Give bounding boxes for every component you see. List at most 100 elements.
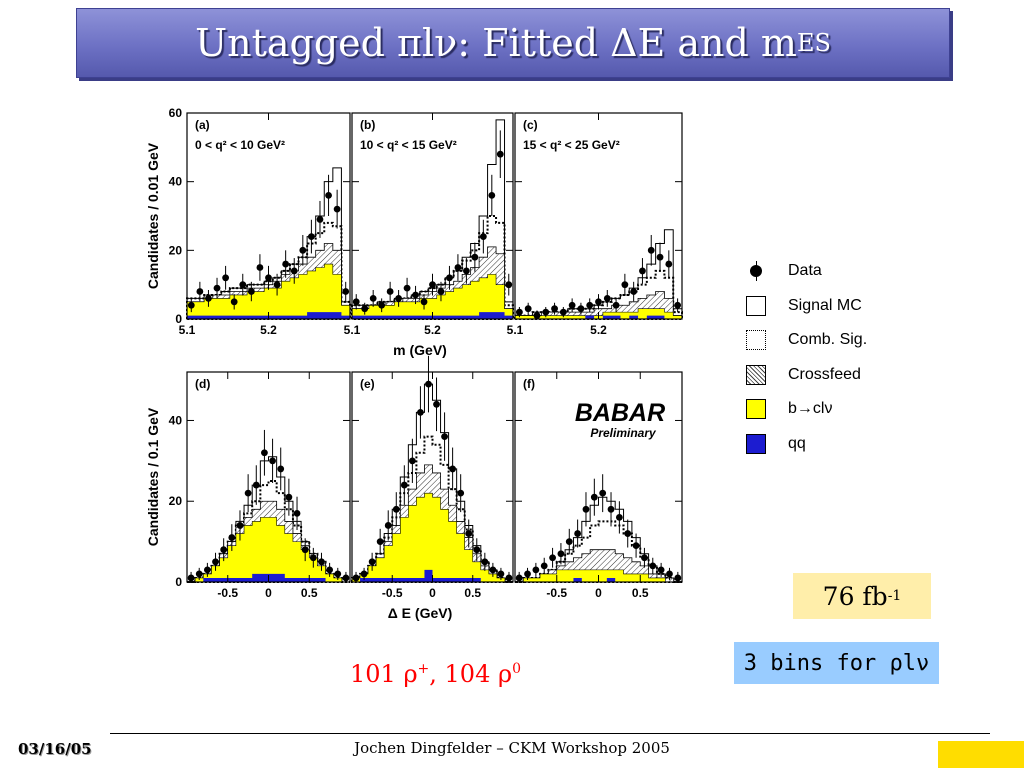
bottom-row-p2-data-point xyxy=(532,566,540,574)
bottom-row-p0-data-point xyxy=(244,489,252,497)
top-row-p2-data-point xyxy=(586,301,594,309)
top-row-p2-data-point xyxy=(621,281,629,289)
bottom-row-p1-data-point xyxy=(384,522,392,529)
bottom-row-p2-data-point xyxy=(540,562,548,570)
bottom-row-p2-data-point xyxy=(649,562,657,570)
top-row-p0-data-point xyxy=(222,274,230,282)
top-row-p1-data-point xyxy=(496,150,504,158)
bottom-row-p2-data-point xyxy=(549,554,556,562)
bottom-row-p0-data-point xyxy=(252,481,260,489)
bottom-row-p0-data-point xyxy=(318,558,325,566)
slide-title-main: Untagged πlν: Fitted ΔE and m xyxy=(195,21,797,65)
bottom-row-p2-xtick-label: 0 xyxy=(595,586,602,600)
bottom-row-p1-data-point xyxy=(360,570,368,578)
top-row-p1-xtick-label: 5.1 xyxy=(344,323,361,337)
legend-label-data: Data xyxy=(788,262,822,280)
footer-square xyxy=(938,741,1024,768)
bottom-row-p1-comb-hist xyxy=(351,435,513,583)
top-row-p2-data-point xyxy=(674,301,682,309)
bottom-row-p0-bcl-hist xyxy=(187,517,350,583)
bottom-row-p0-data-point xyxy=(228,534,236,541)
top-row-p2-data-point xyxy=(542,308,550,316)
bins-note-text: 3 bins for ρlν xyxy=(743,650,930,676)
bottom-row-p1-data-point xyxy=(376,538,384,546)
slide-title: Untagged πlν: Fitted ΔE and m ES xyxy=(76,8,950,78)
top-row-p0-ytick-label: 0 xyxy=(175,312,182,326)
top-row-p1-range-label: 10 < q² < 15 GeV² xyxy=(360,138,457,152)
top-row-p2-range-label: 15 < q² < 25 GeV² xyxy=(523,138,620,152)
top-row-p1-data-point xyxy=(505,281,513,289)
top-row-p1-data-point xyxy=(471,253,479,261)
top-row-p1-data-point xyxy=(369,295,377,302)
crossfeed-swatch-icon xyxy=(746,364,766,385)
legend: Data Signal MC Comb. Sig. Crossfeed b→cl… xyxy=(746,254,946,461)
bottom-row-ylabel: Candidates / 0.1 GeV xyxy=(145,407,161,546)
bottom-row-p2-data-point xyxy=(666,570,673,578)
top-row-p2-data-point xyxy=(568,301,576,309)
top-row-p2-label: (c) xyxy=(523,118,538,132)
bottom-row-p0-data-point xyxy=(301,546,309,554)
top-row-p2-xtick-label: 5.2 xyxy=(590,323,607,337)
bottom-row-p0-data-point xyxy=(203,566,211,574)
top-row-p1-data-point xyxy=(429,281,436,289)
top-row-p0-ytick-label: 20 xyxy=(169,243,183,257)
top-row-p1-data-point xyxy=(412,291,419,299)
bottom-row-p1-data-point xyxy=(417,408,424,416)
bins-note: 3 bins for ρlν xyxy=(734,642,939,684)
top-row-p0-data-point xyxy=(205,295,212,302)
counts-rho-plus: 101 ρ xyxy=(350,660,418,688)
top-row-p2-data-point xyxy=(577,305,585,313)
bottom-row-p1-data-point xyxy=(433,400,440,408)
data-marker-icon xyxy=(746,261,766,282)
top-row-ylabel: Candidates / 0.01 GeV xyxy=(145,142,161,289)
top-row-p0-qq-hist xyxy=(187,312,350,319)
top-row-p0-data-point xyxy=(247,288,255,295)
top-row-p1-data-point xyxy=(386,288,394,295)
bcl-swatch-icon xyxy=(746,399,766,420)
footer-date: 03/16/05 xyxy=(18,740,92,758)
top-row-p0-xtick-label: 5.2 xyxy=(260,323,277,337)
bottom-row-p0-data-point xyxy=(285,493,293,501)
signal-swatch-icon xyxy=(746,295,766,316)
luminosity-value: 76 fb xyxy=(822,581,888,611)
top-row-p1-qq-hist xyxy=(352,312,513,319)
counts-rho-plus-sup: + xyxy=(417,661,430,677)
bottom-row-p1-data-point xyxy=(457,489,465,497)
bottom-row-p1-data-point xyxy=(400,481,408,489)
bottom-row-p1-data-point xyxy=(368,558,376,566)
bottom-row-p2-data-point xyxy=(574,530,582,537)
bottom-row-p0-data-point xyxy=(326,566,334,574)
footer-divider xyxy=(110,733,990,734)
top-row-p0-ytick-label: 60 xyxy=(169,106,183,120)
top-row-p0-comb-hist xyxy=(186,221,351,320)
legend-label-crossfeed: Crossfeed xyxy=(788,365,861,383)
bottom-row-p2-data-point xyxy=(599,489,607,497)
top-row-p2-data-point xyxy=(524,305,532,313)
top-row-p1-data-point xyxy=(395,295,403,302)
top-row-p2-data-point xyxy=(559,308,567,316)
legend-item-crossfeed: Crossfeed xyxy=(746,358,946,393)
top-row-p1-data-point xyxy=(378,301,386,309)
top-row-p1-data-point xyxy=(437,288,445,295)
top-row-p0-data-point xyxy=(273,281,281,289)
bottom-row-p1-data-point xyxy=(505,574,513,582)
top-row-p0-data-point xyxy=(325,192,332,199)
top-row-p0-data-point xyxy=(307,233,315,241)
bottom-row-p2-data-point xyxy=(557,550,565,558)
bottom-row-p2-data-point xyxy=(674,574,682,582)
top-row-p0-data-point xyxy=(333,205,341,213)
bottom-row-p2-data-point xyxy=(590,493,598,501)
slide-title-subscript: ES xyxy=(796,29,831,57)
top-row-p1-data-point xyxy=(420,298,428,306)
bottom-row-p0-ytick-label: 0 xyxy=(175,575,182,589)
top-row-p0-label: (a) xyxy=(195,118,210,132)
bottom-row-p0-data-point xyxy=(261,449,268,457)
legend-item-qq: qq xyxy=(746,427,946,462)
luminosity-exponent: -1 xyxy=(887,588,902,604)
top-row-p0-data-point xyxy=(299,246,307,254)
bottom-row-p0-data-point xyxy=(187,574,195,582)
bottom-row-p0-data-point xyxy=(220,546,228,554)
top-row-p0-data-point xyxy=(316,216,324,223)
top-row-p1-data-point xyxy=(454,264,462,271)
bottom-row-p2-data-point xyxy=(624,530,632,537)
